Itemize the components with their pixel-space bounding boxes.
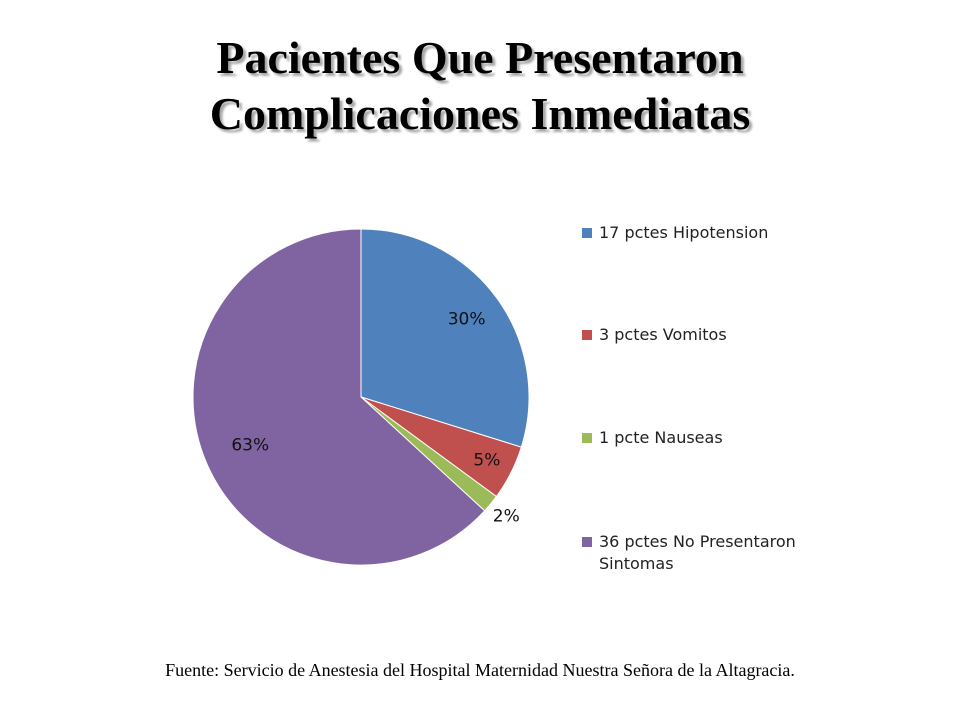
source-note: Fuente: Servicio de Anestesia del Hospit… xyxy=(165,660,795,680)
legend-swatch-nauseas xyxy=(582,433,592,443)
data-label-nauseas: 2% xyxy=(493,507,520,527)
legend-label-no-presentaron: 36 pctes No Presentaron Sintomas xyxy=(599,532,796,573)
data-label-no-presentaron: 63% xyxy=(231,436,269,456)
pie-slice-hipotension xyxy=(360,228,530,448)
legend-label-nauseas: 1 pcte Nauseas xyxy=(599,428,723,447)
chart-title: Pacientes Que Presentaron Complicaciones… xyxy=(80,30,880,142)
chart-title-line-1: Pacientes Que Presentaron xyxy=(216,32,744,83)
legend-swatch-hipotension xyxy=(582,228,592,238)
legend-item-nauseas: 1 pcte Nauseas xyxy=(582,427,834,449)
legend-label-hipotension: 17 pctes Hipotension xyxy=(599,223,769,242)
legend-swatch-vomitos xyxy=(582,330,592,340)
legend-swatch-no-presentaron xyxy=(582,537,592,547)
legend-item-vomitos: 3 pctes Vomitos xyxy=(582,324,834,346)
data-label-hipotension: 30% xyxy=(448,309,486,329)
legend-item-no-presentaron: 36 pctes No Presentaron Sintomas xyxy=(582,531,834,575)
chart-title-line-2: Complicaciones Inmediatas xyxy=(209,88,751,139)
legend-label-vomitos: 3 pctes Vomitos xyxy=(599,325,727,344)
pie-slice-no-presentaron xyxy=(192,228,486,566)
data-label-vomitos: 5% xyxy=(473,451,500,471)
legend-item-hipotension: 17 pctes Hipotension xyxy=(582,222,834,244)
pie-chart: 30% 5% 2% 63% xyxy=(192,228,530,566)
